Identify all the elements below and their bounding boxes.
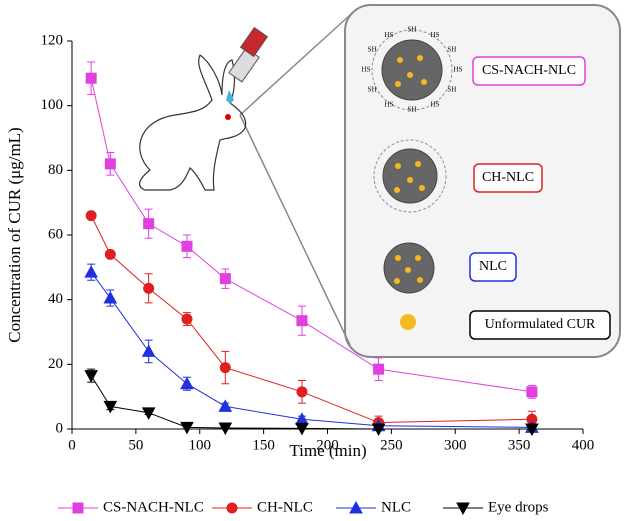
- rabbit-eye: [225, 114, 231, 120]
- y-tick-label: 0: [56, 420, 64, 436]
- y-tick-label: 20: [48, 356, 63, 372]
- marker: [219, 273, 231, 285]
- marker: [296, 386, 308, 398]
- label-box: [472, 56, 586, 86]
- legend-marker: [72, 502, 84, 514]
- legend-label: CH-NLC: [257, 499, 313, 515]
- marker: [143, 282, 155, 294]
- legend-label: CS-NACH-NLC: [103, 499, 204, 515]
- thiol-label: SH: [408, 26, 417, 34]
- marker: [180, 376, 194, 390]
- thiol-label: HS: [385, 100, 394, 108]
- x-tick-label: 300: [444, 437, 467, 453]
- thiol-label: HS: [454, 66, 463, 74]
- eye-dropper: [226, 26, 269, 104]
- marker: [103, 291, 118, 304]
- marker: [218, 422, 233, 436]
- marker: [84, 370, 99, 383]
- callout-line: [239, 114, 351, 346]
- marker: [85, 210, 97, 222]
- particle-diagram: [371, 29, 453, 330]
- rabbit-illustration: [138, 54, 247, 191]
- marker: [525, 423, 539, 437]
- legend-marker: [456, 502, 470, 516]
- x-tick-label: 250: [380, 437, 403, 453]
- marker: [371, 423, 386, 437]
- x-tick-label: 150: [252, 437, 275, 453]
- marker: [141, 407, 156, 420]
- marker: [373, 363, 385, 375]
- legend-label: Eye drops: [488, 499, 549, 515]
- marker: [104, 248, 116, 260]
- marker: [295, 422, 309, 436]
- series-line: [90, 375, 532, 430]
- inset-label: NLC: [479, 259, 507, 274]
- marker: [180, 421, 194, 435]
- y-tick-label: 40: [48, 291, 63, 307]
- marker: [141, 344, 156, 357]
- marker: [104, 158, 116, 170]
- y-axis-label: Concentration of CUR (μg/mL): [5, 127, 24, 342]
- x-tick-label: 400: [572, 437, 595, 453]
- marker: [181, 240, 193, 252]
- series-line: [90, 271, 532, 428]
- thiol-label: HS: [431, 31, 440, 39]
- marker: [84, 265, 99, 278]
- y-tick-label: 120: [41, 32, 64, 48]
- series-line: [90, 78, 532, 393]
- marker: [526, 386, 538, 398]
- thiol-label: SH: [368, 86, 377, 94]
- legend-marker: [349, 500, 363, 514]
- inset-label: CH-NLC: [482, 170, 534, 185]
- legend-marker: [226, 502, 238, 514]
- thiol-label: SH: [447, 46, 456, 54]
- thiol-label: SH: [447, 86, 456, 94]
- label-box: [469, 310, 611, 340]
- x-tick-label: 50: [128, 437, 143, 453]
- x-tick-label: 100: [189, 437, 212, 453]
- series-line: [90, 215, 532, 424]
- marker: [85, 72, 97, 84]
- thiol-label: SH: [408, 106, 417, 114]
- marker: [219, 362, 231, 374]
- legend-label: NLC: [381, 499, 411, 515]
- marker: [181, 313, 193, 325]
- label-box: [473, 163, 543, 193]
- inset-label: Unformulated CUR: [485, 317, 596, 332]
- x-tick-label: 200: [316, 437, 339, 453]
- label-box: [469, 252, 517, 282]
- x-tick-label: 350: [508, 437, 531, 453]
- thiol-label: HS: [385, 31, 394, 39]
- thiol-label: HS: [362, 66, 371, 74]
- marker: [296, 315, 308, 327]
- y-tick-label: 100: [41, 97, 64, 113]
- x-tick-label: 0: [68, 437, 76, 453]
- y-tick-label: 60: [48, 226, 63, 242]
- marker: [218, 399, 233, 412]
- y-tick-label: 80: [48, 162, 63, 178]
- thiol-label: SH: [368, 46, 377, 54]
- x-axis-label: Time (min): [289, 441, 366, 460]
- thiol-label: HS: [431, 100, 440, 108]
- marker: [143, 218, 155, 230]
- inset-label: CS-NACH-NLC: [482, 63, 576, 78]
- callout-line: [239, 14, 351, 116]
- marker: [103, 400, 118, 414]
